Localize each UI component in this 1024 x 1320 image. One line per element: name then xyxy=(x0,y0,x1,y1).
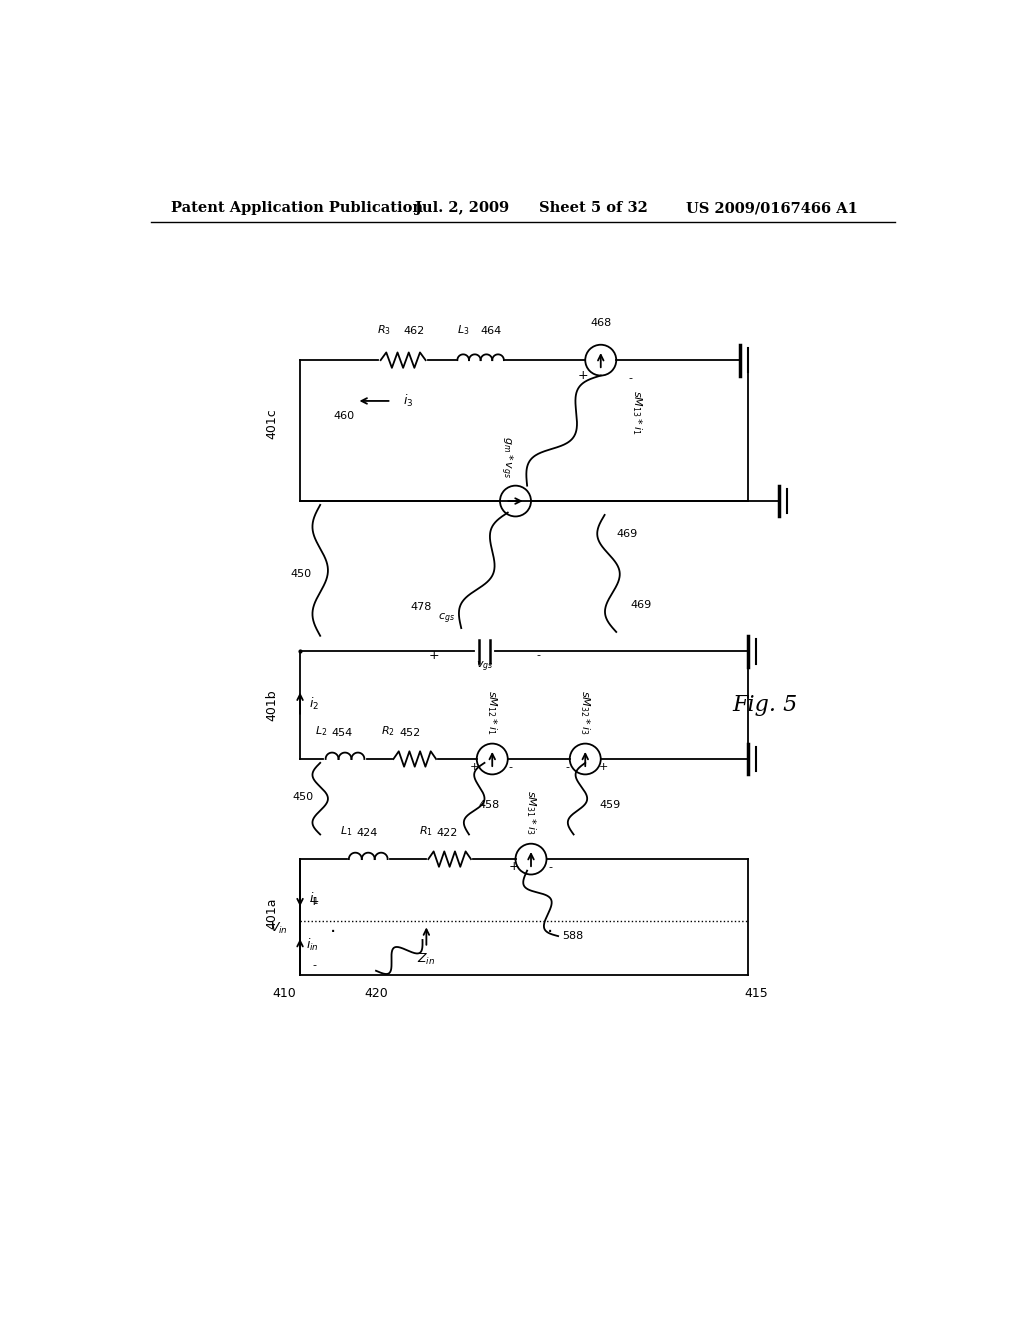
Text: -: - xyxy=(565,762,569,772)
Text: $sM_{12}*i_1$: $sM_{12}*i_1$ xyxy=(485,689,499,734)
Text: $i_3$: $i_3$ xyxy=(403,393,414,409)
Text: .: . xyxy=(547,916,554,936)
Text: $R_2$: $R_2$ xyxy=(381,725,394,738)
Text: -: - xyxy=(628,372,632,383)
Text: 458: 458 xyxy=(478,800,500,810)
Text: $Z_{in}$: $Z_{in}$ xyxy=(417,952,435,966)
Text: 450: 450 xyxy=(292,792,313,803)
Text: Patent Application Publication: Patent Application Publication xyxy=(171,202,423,215)
Text: 462: 462 xyxy=(403,326,424,335)
Text: 469: 469 xyxy=(630,601,651,610)
Text: $i_1$: $i_1$ xyxy=(309,891,319,907)
Text: 478: 478 xyxy=(411,602,432,611)
Text: 588: 588 xyxy=(562,931,584,941)
Text: $R_1$: $R_1$ xyxy=(419,824,432,837)
Text: US 2009/0167466 A1: US 2009/0167466 A1 xyxy=(686,202,858,215)
Text: $sM_{32}*i_3$: $sM_{32}*i_3$ xyxy=(579,689,592,734)
Text: 454: 454 xyxy=(331,729,352,738)
Text: Jul. 2, 2009: Jul. 2, 2009 xyxy=(415,202,509,215)
Text: 410: 410 xyxy=(272,987,296,1001)
Text: $i_{in}$: $i_{in}$ xyxy=(306,937,319,953)
Text: $i_2$: $i_2$ xyxy=(309,696,319,711)
Text: .: . xyxy=(331,916,337,936)
Text: $L_1$: $L_1$ xyxy=(340,824,352,837)
Text: 464: 464 xyxy=(480,326,502,335)
Text: -: - xyxy=(549,862,552,871)
Text: 468: 468 xyxy=(590,318,611,327)
Text: 424: 424 xyxy=(356,828,378,837)
Text: 469: 469 xyxy=(616,529,638,539)
Text: -: - xyxy=(509,762,513,772)
Text: $g_m*v_{gs}$: $g_m*v_{gs}$ xyxy=(498,436,514,478)
Text: 401c: 401c xyxy=(265,409,278,440)
Text: +: + xyxy=(308,895,319,908)
Text: $L_3$: $L_3$ xyxy=(457,323,469,337)
Text: 401b: 401b xyxy=(265,689,278,721)
Text: +: + xyxy=(578,370,588,381)
Text: $c_{gs}$: $c_{gs}$ xyxy=(438,611,455,626)
Text: $sM_{13}*i_1$: $sM_{13}*i_1$ xyxy=(630,391,644,434)
Text: 422: 422 xyxy=(436,828,458,837)
Text: 415: 415 xyxy=(744,987,768,1001)
Text: $sM_{31}*i_3$: $sM_{31}*i_3$ xyxy=(524,789,538,834)
Text: $v_{gs}$: $v_{gs}$ xyxy=(476,660,494,673)
Text: +: + xyxy=(509,861,519,874)
Text: +: + xyxy=(599,762,608,772)
Text: 450: 450 xyxy=(291,569,312,579)
Text: -: - xyxy=(312,961,316,970)
Text: $L_2$: $L_2$ xyxy=(314,725,328,738)
Text: Sheet 5 of 32: Sheet 5 of 32 xyxy=(539,202,647,215)
Text: 420: 420 xyxy=(365,987,388,1001)
Text: 459: 459 xyxy=(599,800,621,810)
Text: 452: 452 xyxy=(399,729,421,738)
Text: +: + xyxy=(470,762,479,772)
Text: 401a: 401a xyxy=(265,898,278,929)
Text: +: + xyxy=(429,648,439,661)
Text: Fig. 5: Fig. 5 xyxy=(732,694,798,715)
Text: -: - xyxy=(537,649,541,660)
Text: 460: 460 xyxy=(334,412,354,421)
Text: $R_3$: $R_3$ xyxy=(377,323,391,337)
Text: $V_{in}$: $V_{in}$ xyxy=(270,921,289,936)
